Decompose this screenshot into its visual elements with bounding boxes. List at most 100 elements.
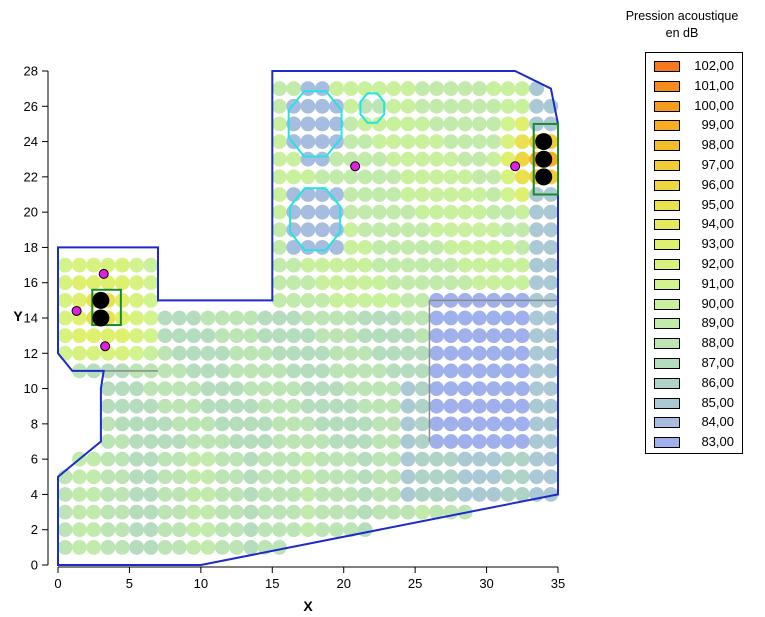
heatmap-cell — [272, 257, 287, 273]
heatmap-cell — [386, 204, 402, 220]
legend-label: 86,00 — [701, 374, 734, 390]
heatmap-cell — [343, 134, 359, 150]
legend-label: 89,00 — [701, 315, 734, 331]
heatmap-cell — [472, 434, 487, 449]
heatmap-cell — [186, 345, 202, 361]
heatmap-cell — [386, 134, 402, 150]
heatmap-cell — [243, 487, 259, 502]
heatmap-cell — [300, 487, 316, 502]
heatmap-cell — [129, 487, 145, 502]
heatmap-cell — [443, 381, 459, 396]
heatmap-cell — [414, 169, 430, 185]
heatmap-cell — [429, 504, 444, 520]
heatmap-cell — [272, 504, 287, 520]
heatmap-cell — [500, 416, 516, 432]
legend-swatch — [654, 140, 680, 152]
heatmap-cell — [86, 469, 102, 485]
heatmap-cell — [286, 487, 302, 502]
heatmap-cell — [72, 469, 87, 485]
heatmap-cell — [472, 310, 487, 326]
heatmap-cell — [443, 151, 459, 167]
heatmap-cell — [443, 240, 459, 255]
heatmap-cell — [543, 240, 559, 255]
heatmap-cell — [357, 134, 373, 150]
sound-source — [92, 291, 110, 309]
legend-swatch — [654, 377, 680, 389]
heatmap-cell — [500, 187, 516, 202]
heatmap-cell — [114, 345, 130, 361]
heatmap-cell — [457, 363, 473, 379]
heatmap-cell — [386, 487, 402, 502]
heatmap-cell — [472, 345, 487, 361]
cyan-regions — [287, 90, 386, 252]
heatmap-cell — [200, 398, 216, 414]
heatmap-cell — [329, 487, 344, 502]
heatmap-cell — [386, 504, 402, 520]
heatmap-cell — [500, 134, 516, 150]
heatmap-cell — [129, 293, 145, 308]
heatmap-cell — [386, 116, 402, 132]
heatmap-cell — [129, 469, 145, 485]
heatmap-cell — [514, 81, 530, 96]
heatmap-cell — [186, 540, 202, 555]
x-tick-label: 25 — [408, 576, 422, 591]
heatmap-cell — [472, 487, 487, 502]
heatmap-cell — [414, 310, 430, 326]
heatmap-cell — [172, 328, 187, 343]
receiver-markers — [71, 161, 521, 352]
heatmap-cell — [500, 381, 516, 396]
heatmap-cell — [329, 451, 344, 467]
heatmap-cell — [500, 275, 516, 291]
heatmap-cell — [529, 222, 544, 238]
heatmap-cell — [286, 116, 302, 132]
heatmap-cell — [529, 469, 544, 485]
legend-title: Pression acoustique en dB — [602, 8, 762, 42]
heatmap-cell — [229, 487, 245, 502]
heatmap-cell — [514, 469, 530, 485]
legend-label: 98,00 — [701, 137, 734, 153]
heatmap-cell — [157, 487, 173, 502]
heatmap-cell — [200, 434, 216, 449]
heatmap-cell — [486, 257, 502, 273]
receiver-marker — [510, 161, 521, 172]
heatmap-cell — [443, 398, 459, 414]
heatmap-cell — [157, 328, 173, 343]
heatmap-cell — [429, 310, 444, 326]
heatmap-cell — [514, 434, 530, 449]
heatmap-cell — [400, 293, 416, 308]
heatmap-cell — [186, 398, 202, 414]
heatmap-cell — [114, 469, 130, 485]
legend-swatch — [654, 318, 680, 330]
heatmap-cell — [357, 451, 373, 467]
legend-entry: 88,00 — [652, 334, 738, 354]
legend-entry: 96,00 — [652, 176, 738, 196]
heatmap-cell — [72, 540, 87, 555]
heatmap-cell — [243, 328, 259, 343]
heatmap-cell — [143, 540, 159, 555]
legend-entry: 85,00 — [652, 394, 738, 414]
heatmap-cell — [372, 169, 387, 185]
heatmap-cell — [129, 257, 145, 273]
heatmap-cell — [186, 434, 202, 449]
heatmap-cell — [529, 363, 544, 379]
heatmap-cell — [100, 398, 116, 414]
heatmap-cell — [129, 345, 145, 361]
heatmap-cell — [486, 310, 502, 326]
heatmap-cell — [443, 451, 459, 467]
heatmap-cell — [200, 310, 216, 326]
heatmap-cell — [243, 310, 259, 326]
heatmap-cell — [372, 416, 387, 432]
receiver-marker — [350, 161, 361, 172]
heatmap-cell — [200, 363, 216, 379]
heatmap-cell — [343, 504, 359, 520]
heatmap-cell — [257, 469, 273, 485]
heatmap-cell — [314, 293, 330, 308]
heatmap-cell — [343, 345, 359, 361]
heatmap-cell — [143, 522, 159, 538]
heatmap-cell — [143, 504, 159, 520]
legend-swatch — [654, 179, 680, 191]
heatmap-cell — [472, 451, 487, 467]
heatmap-cell — [243, 522, 259, 538]
sound-source — [535, 133, 553, 151]
heatmap-cell — [443, 169, 459, 185]
